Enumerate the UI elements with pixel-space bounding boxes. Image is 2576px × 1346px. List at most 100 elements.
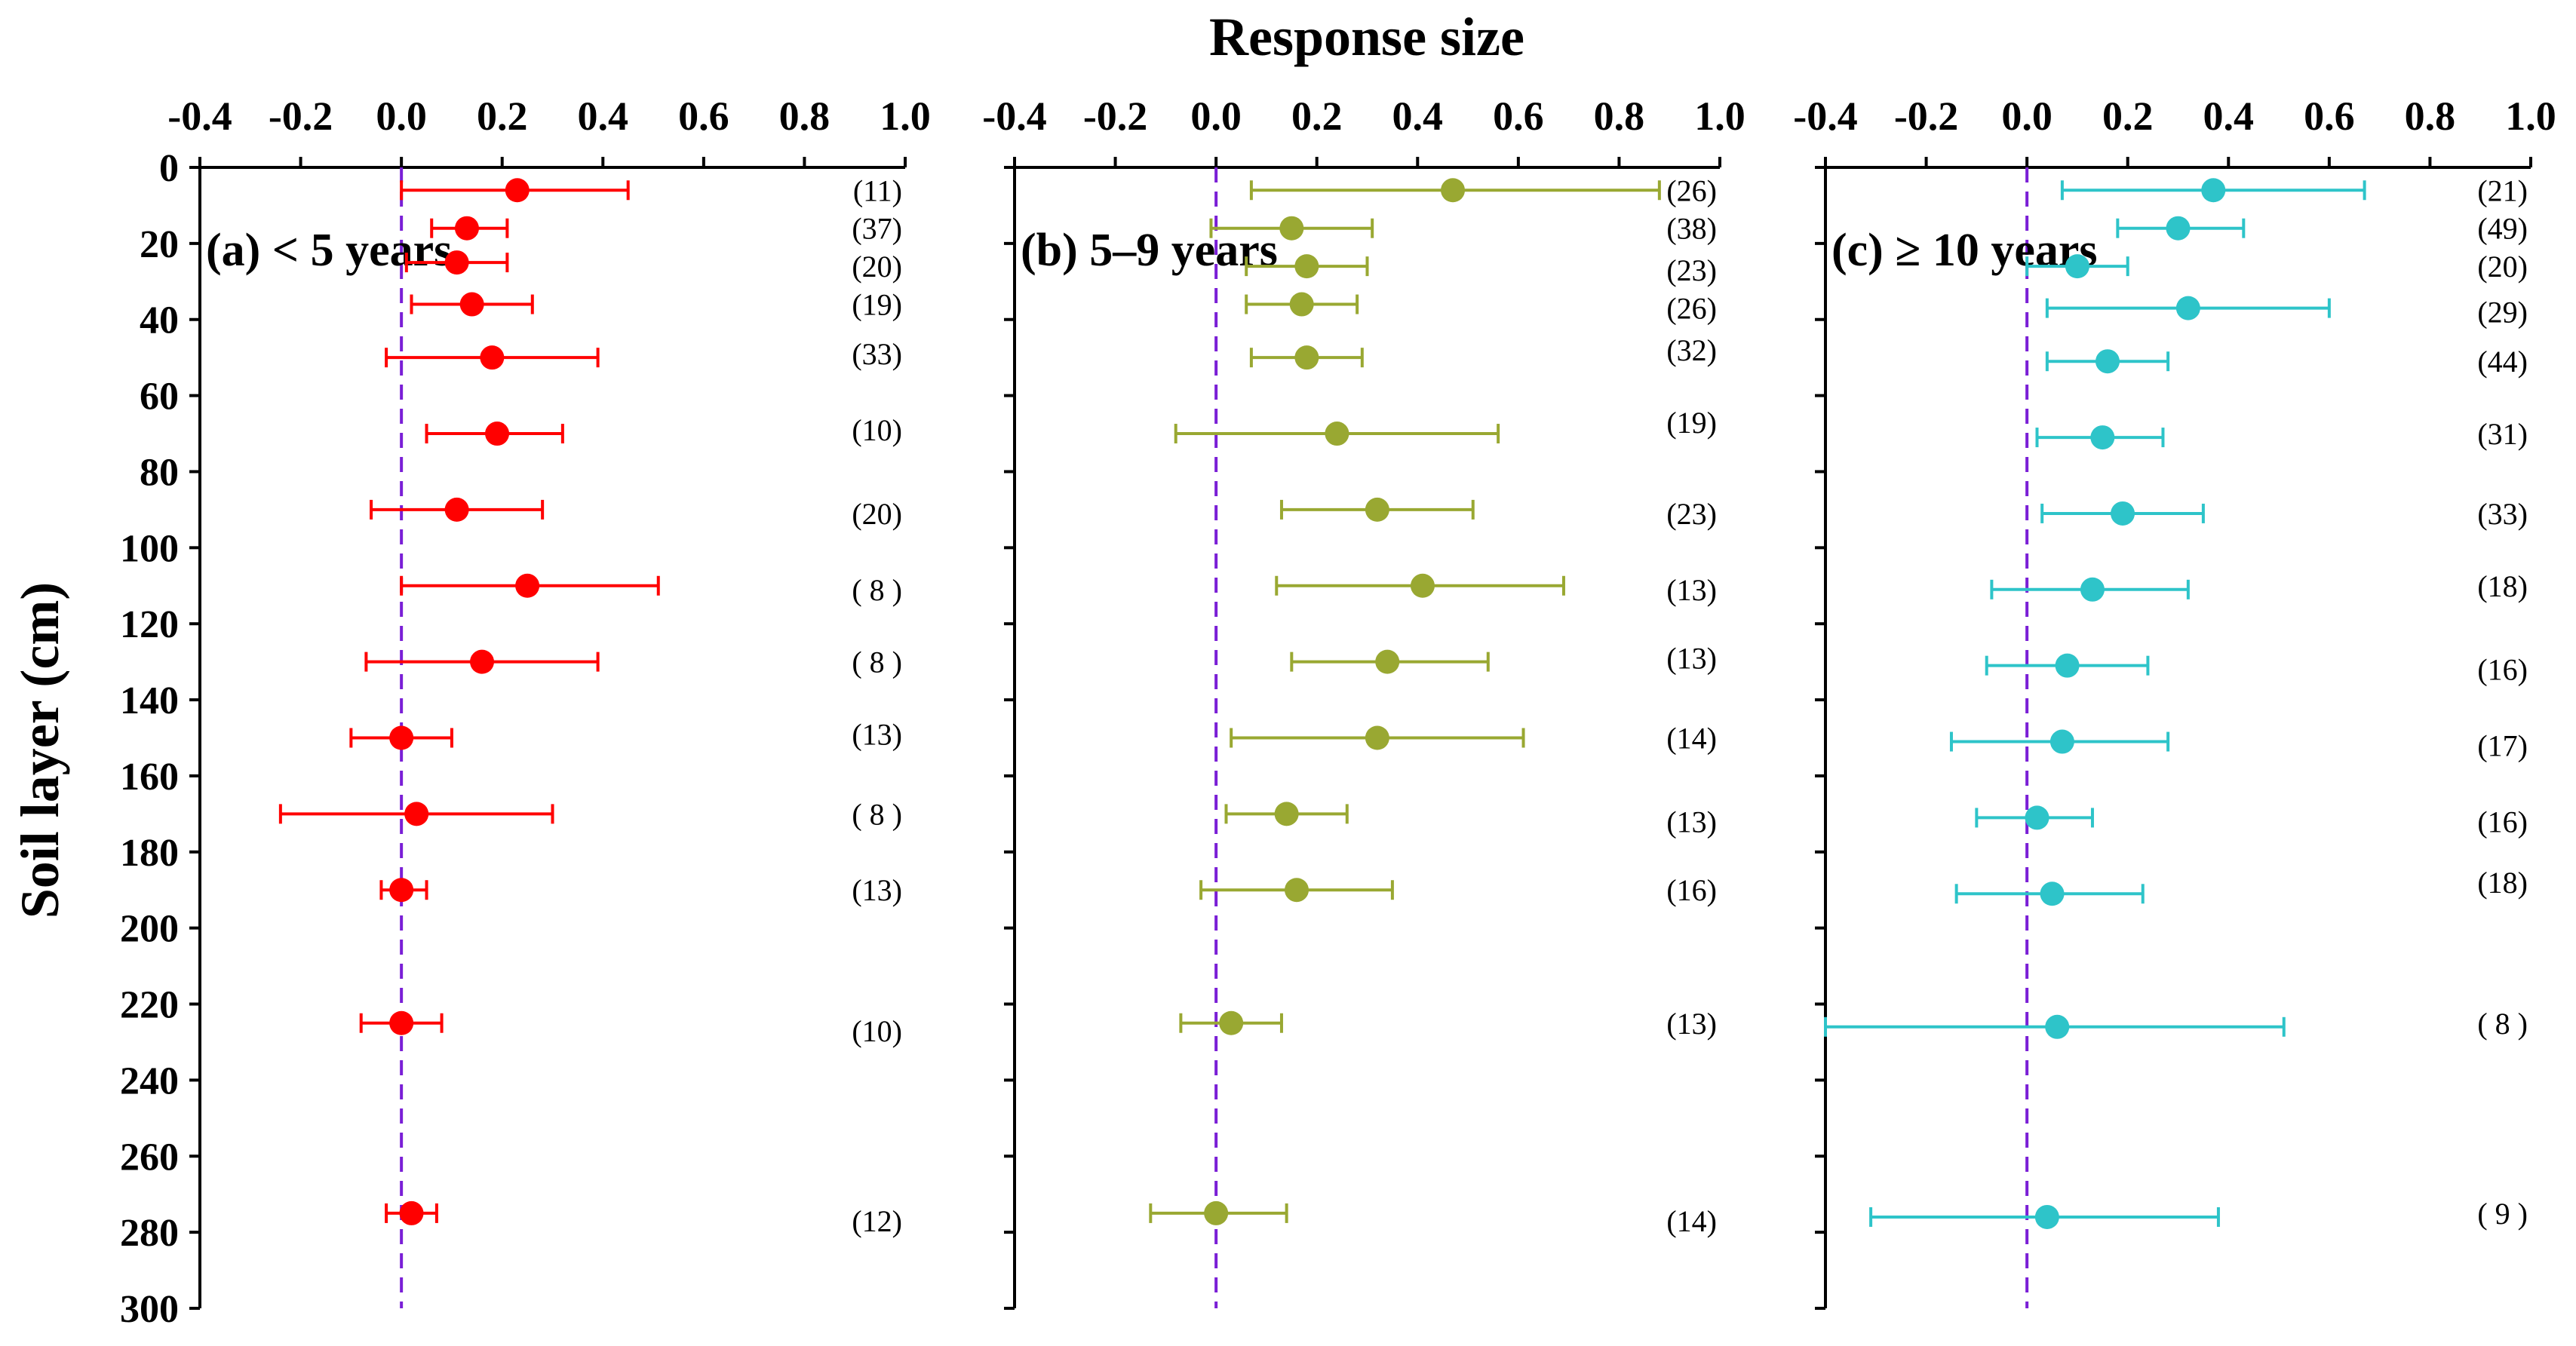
- mean-marker: [1289, 292, 1314, 317]
- data-point: (23): [1279, 497, 1717, 531]
- x-tick-label: 0.4: [2203, 94, 2255, 139]
- y-tick-label: 200: [120, 908, 179, 951]
- mean-marker: [1375, 649, 1400, 674]
- data-point: (13): [349, 717, 902, 751]
- mean-marker: [389, 878, 414, 903]
- y-tick-label: 240: [120, 1059, 179, 1102]
- sample-count: (16): [2477, 653, 2528, 687]
- panel-2: -0.4 -0.2 0.0 0.2 0.4 0.6 0.8 1.0 (b) 5–9 years (…: [982, 94, 1745, 1310]
- mean-marker: [459, 292, 484, 317]
- sample-count: (13): [1666, 1007, 1717, 1041]
- mean-marker: [1219, 1010, 1244, 1035]
- mean-marker: [2065, 254, 2089, 279]
- data-point: (10): [359, 1010, 902, 1048]
- mean-marker: [2034, 1204, 2059, 1229]
- x-tick-label: 0.4: [578, 94, 629, 139]
- x-tick-label: 0.2: [2102, 94, 2154, 139]
- sample-count: ( 8 ): [852, 797, 902, 831]
- x-tick-label: 0.6: [678, 94, 729, 139]
- data-point: (13): [1179, 1007, 1717, 1041]
- mean-marker: [485, 422, 510, 446]
- y-tick-label: 180: [120, 832, 179, 875]
- sample-count: (18): [2477, 569, 2528, 603]
- mean-marker: [480, 345, 505, 370]
- data-point: (17): [1949, 729, 2528, 763]
- mean-marker: [1274, 802, 1299, 826]
- sample-count: (23): [1666, 253, 1717, 287]
- data-point: (13): [379, 873, 902, 907]
- sample-count: (12): [852, 1204, 902, 1238]
- mean-marker: [404, 802, 429, 826]
- data-point: (33): [385, 337, 902, 371]
- mean-marker: [505, 178, 530, 203]
- data-point: (20): [404, 250, 902, 284]
- x-tick-label: 0.0: [376, 94, 427, 139]
- sample-count: (20): [852, 497, 902, 531]
- y-tick-label: 120: [120, 603, 179, 646]
- mean-marker: [389, 1010, 414, 1035]
- data-point: (44): [2045, 345, 2528, 379]
- sample-count: (17): [2477, 729, 2528, 763]
- data-point: (16): [1975, 805, 2528, 839]
- y-tick-label: 280: [120, 1212, 179, 1255]
- panel-3: -0.4 -0.2 0.0 0.2 0.4 0.6 0.8 1.0 (c) ≥ 10 years…: [1793, 94, 2556, 1310]
- data-point: ( 8 ): [1824, 1007, 2528, 1041]
- mean-marker: [2175, 296, 2200, 320]
- x-tick-label: 1.0: [1694, 94, 1745, 139]
- x-tick-label: -0.4: [1793, 94, 1857, 139]
- mean-marker: [1410, 573, 1435, 598]
- sample-count: (13): [1666, 573, 1717, 607]
- sample-count: ( 8 ): [852, 573, 902, 607]
- mean-marker: [2095, 349, 2120, 374]
- sample-count: (13): [852, 717, 902, 751]
- sample-count: (16): [1666, 873, 1717, 907]
- sample-count: (20): [852, 250, 902, 284]
- mean-marker: [2040, 881, 2065, 906]
- mean-marker: [2045, 1014, 2070, 1039]
- mean-marker: [1204, 1200, 1229, 1225]
- sample-count: (49): [2477, 212, 2528, 246]
- sample-count: (26): [1666, 292, 1717, 326]
- data-point: (16): [1985, 653, 2528, 687]
- data-point: (37): [430, 212, 902, 246]
- data-point: (32): [1249, 333, 1717, 370]
- x-tick-label: -0.2: [1083, 94, 1147, 139]
- sample-count: (37): [852, 212, 902, 246]
- data-point: (10): [425, 413, 902, 447]
- data-point: (23): [1245, 253, 1717, 287]
- mean-marker: [399, 1200, 424, 1225]
- mean-marker: [1285, 878, 1309, 903]
- plot-area: -0.4 -0.2 0.0 0.2 0.4 0.6 0.8 1.0 0 20 40 60 80 100 12…: [120, 94, 2556, 1331]
- x-tick-label: 0.8: [2405, 94, 2456, 139]
- data-point: (21): [2060, 173, 2528, 207]
- y-tick-label: 260: [120, 1136, 179, 1179]
- mean-marker: [1441, 178, 1466, 203]
- sample-count: (29): [2477, 296, 2528, 330]
- mean-marker: [444, 250, 469, 275]
- data-point: (13): [1290, 642, 1717, 676]
- sample-count: ( 8 ): [852, 645, 902, 679]
- sample-count: (21): [2477, 173, 2528, 207]
- x-tick-label: -0.4: [982, 94, 1046, 139]
- data-point: (18): [1954, 866, 2528, 906]
- sample-count: (31): [2477, 417, 2528, 451]
- mean-marker: [2055, 653, 2080, 678]
- chart-title: Response size: [1209, 7, 1524, 67]
- sample-count: (16): [2477, 805, 2528, 839]
- y-tick-label: 40: [140, 299, 179, 342]
- sample-count: ( 8 ): [2477, 1007, 2528, 1041]
- y-tick-label: 160: [120, 756, 179, 799]
- data-point: (20): [370, 497, 902, 531]
- x-tick-label: 0.2: [1291, 94, 1343, 139]
- data-point: (19): [410, 288, 902, 322]
- mean-marker: [2049, 729, 2074, 754]
- sample-count: (11): [853, 173, 902, 207]
- data-point: (33): [2040, 497, 2528, 531]
- sample-count: (20): [2477, 250, 2528, 284]
- sample-count: (10): [852, 413, 902, 447]
- y-tick-label: 60: [140, 376, 179, 419]
- y-tick-label: 220: [120, 984, 179, 1027]
- y-axis-label: Soil layer (cm): [10, 582, 70, 919]
- data-point: (18): [1990, 569, 2528, 603]
- sample-count: (23): [1666, 497, 1717, 531]
